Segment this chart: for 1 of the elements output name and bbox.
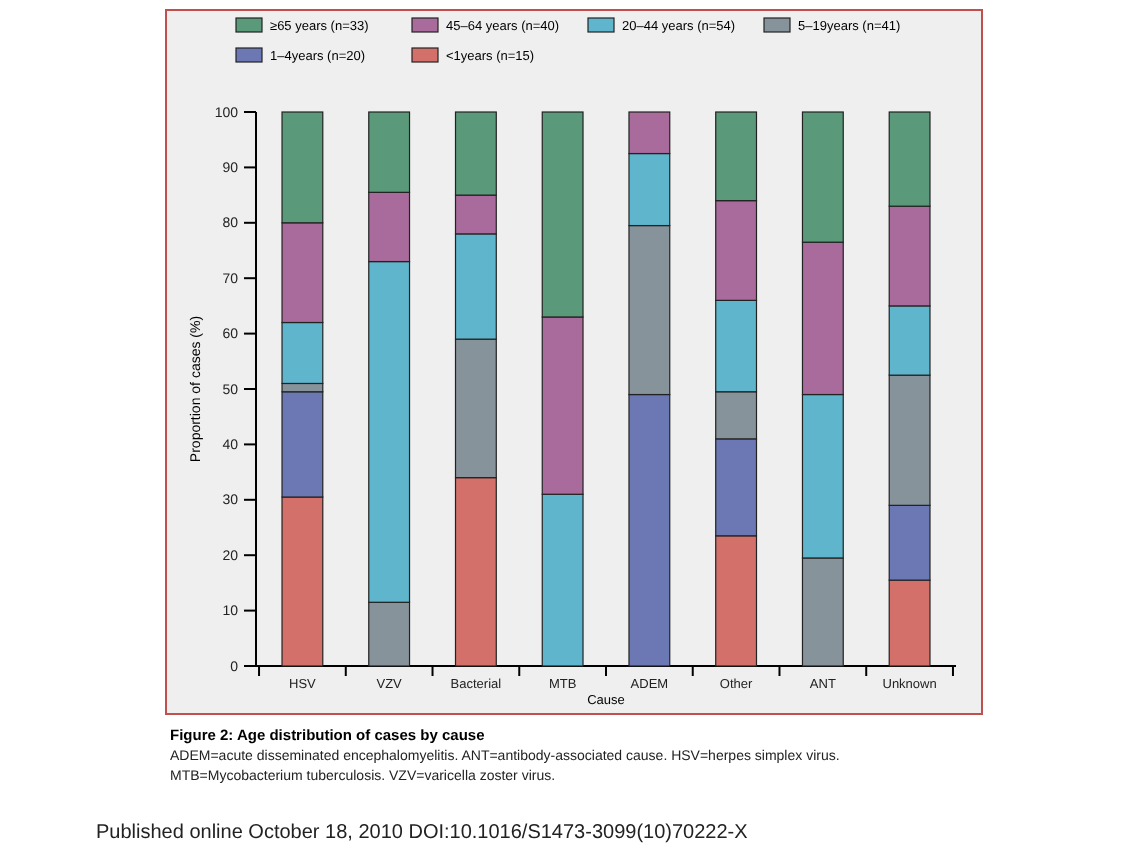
text: Published online October 18, 2010 DOI:10.1016/S1473-3099(10)70222-X	[96, 822, 749, 844]
